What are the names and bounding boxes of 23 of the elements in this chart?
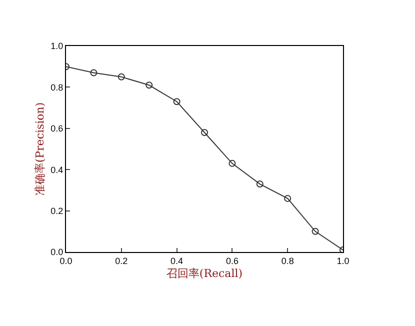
x-tick-label: 0.2 <box>115 256 128 266</box>
point <box>228 160 236 167</box>
x-tick-label: 1.0 <box>336 256 350 266</box>
x-tick-label: 0.0 <box>60 256 72 266</box>
point <box>201 129 208 136</box>
point <box>173 98 180 106</box>
point <box>256 180 264 188</box>
x-tick-label: 0.6 <box>226 256 238 266</box>
x-tick-label: 0.4 <box>170 256 184 266</box>
y-tick-label: 1.0 <box>50 41 64 52</box>
point <box>312 228 319 235</box>
point <box>146 82 153 89</box>
y-tick-label: 0.0 <box>50 247 64 258</box>
y-tick-label: 0.6 <box>50 124 64 134</box>
x-axis-title: 召回率(Recall) <box>166 267 243 280</box>
y-tick-label: 0.2 <box>50 206 64 216</box>
y-tick-label: 0.8 <box>50 82 64 92</box>
point <box>90 69 98 76</box>
x-tick-label: 0.8 <box>281 256 294 266</box>
y-tick-label: 0.4 <box>50 164 64 175</box>
y-axis-title: 准确率(Precision) <box>33 102 46 196</box>
point <box>118 73 125 80</box>
point <box>284 194 292 202</box>
